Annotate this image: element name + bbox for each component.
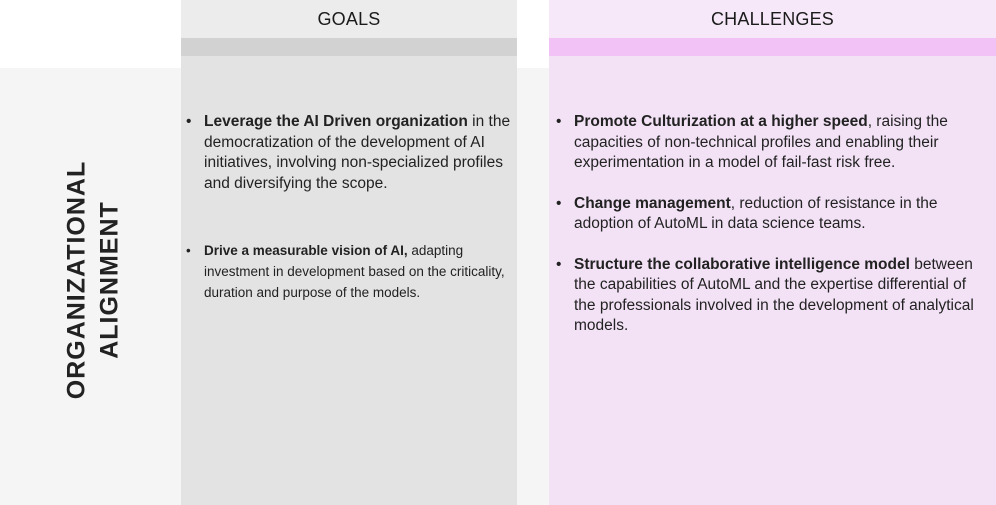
goal-item-text: in the democratization of the developmen… (204, 113, 511, 192)
challenge-item-bold: Promote Culturization at a higher speed (574, 113, 868, 130)
goal-item: Drive a measurable vision of AI, adaptin… (186, 240, 516, 303)
goals-list: Leverage the AI Driven organization in t… (186, 112, 516, 303)
challenge-item-text: , raising the capacities of non-technica… (574, 113, 948, 171)
goals-header: GOALS (181, 0, 517, 38)
challenges-header: CHALLENGES (549, 0, 996, 38)
row-label-text: ORGANIZATIONAL ALIGNMENT (60, 161, 126, 400)
goal-item: Leverage the AI Driven organization in t… (186, 112, 516, 194)
row-label-line-1: ORGANIZATIONAL (62, 160, 91, 400)
challenges-column: CHALLENGES (549, 0, 996, 505)
challenge-item: Structure the collaborative intelligence… (556, 255, 986, 337)
row-label-organizational-alignment: ORGANIZATIONAL ALIGNMENT (58, 145, 128, 415)
row-label-line-2: ALIGNMENT (95, 201, 124, 359)
challenge-item-text: between the capabilities of AutoML and t… (574, 255, 974, 335)
challenge-item-bold: Structure the collaborative intelligence… (574, 255, 910, 273)
challenge-item: Change management, reduction of resistan… (556, 194, 986, 235)
challenge-item-bold: Change management (574, 194, 731, 212)
goal-item-bold: Leverage the AI Driven organization (204, 113, 468, 130)
challenges-header-stripe (549, 38, 996, 56)
goal-item-bold: Drive a measurable vision of AI, (204, 243, 408, 258)
goal-item-text: adapting investment in development based… (204, 243, 505, 300)
challenges-list: Promote Culturization at a higher speed,… (556, 112, 986, 357)
goals-header-stripe (181, 38, 517, 56)
challenge-item: Promote Culturization at a higher speed,… (556, 112, 986, 174)
challenge-item-text: , reduction of resistance in the adoptio… (574, 194, 938, 233)
